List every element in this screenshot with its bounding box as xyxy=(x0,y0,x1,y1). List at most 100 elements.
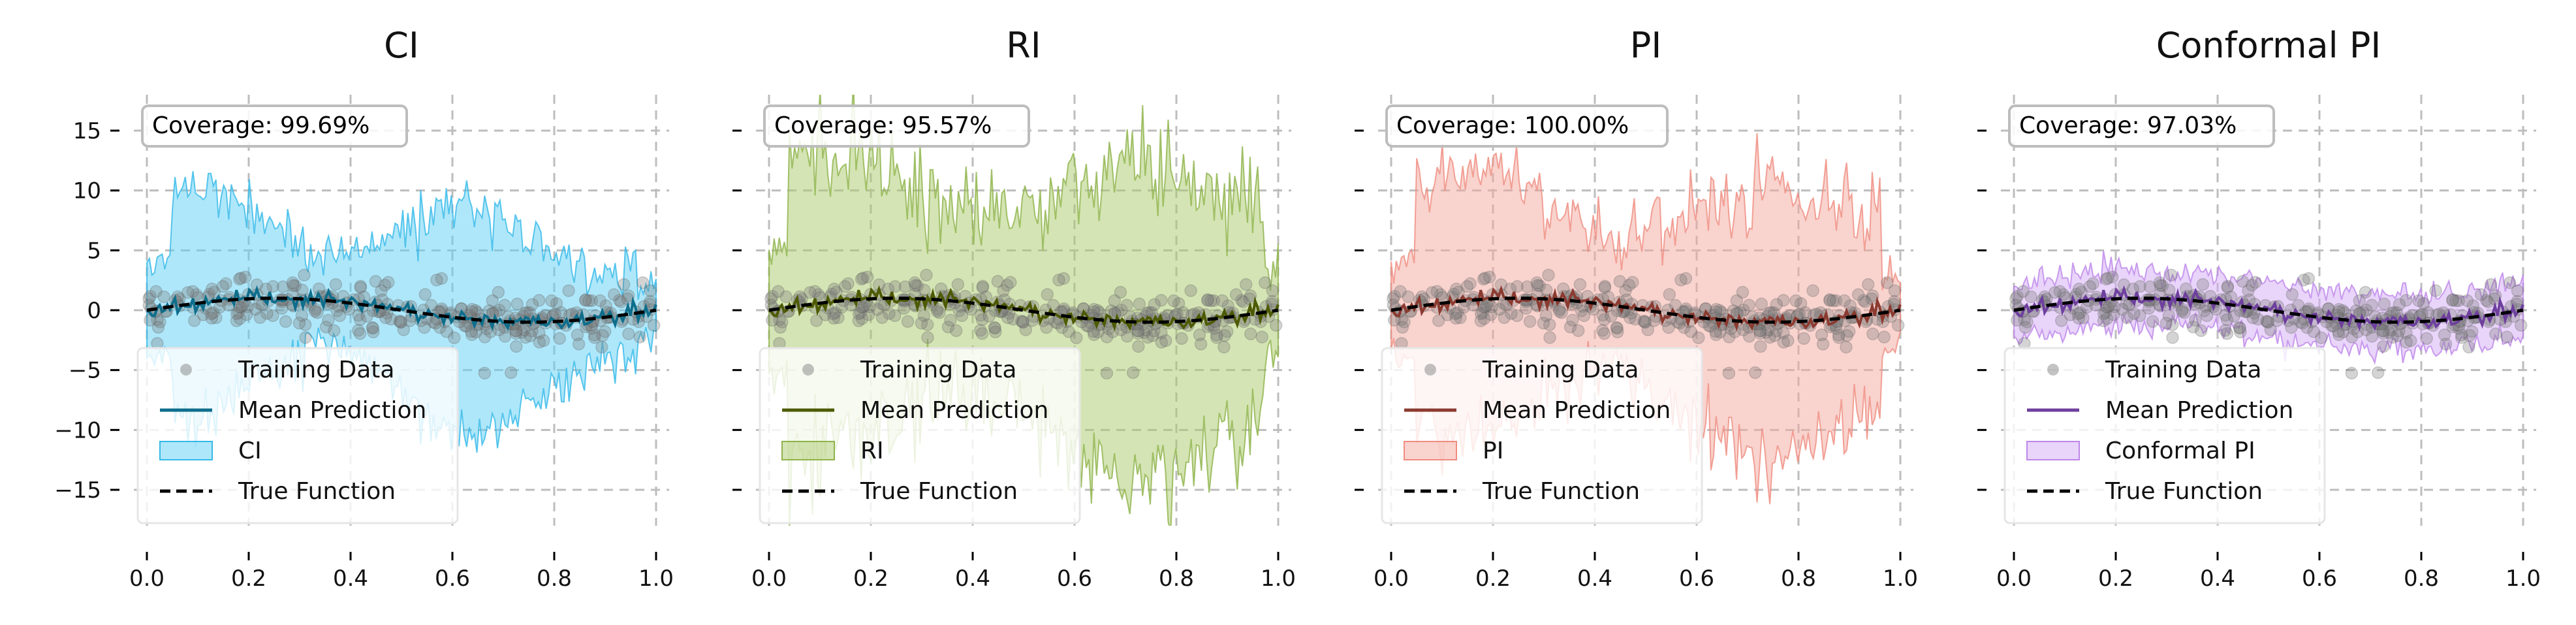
training-point xyxy=(296,283,309,296)
training-point xyxy=(2175,304,2189,318)
x-tick-label: 0.8 xyxy=(2404,566,2439,592)
training-point xyxy=(2511,284,2524,298)
training-point xyxy=(533,294,546,307)
training-point xyxy=(933,306,946,319)
training-point xyxy=(1737,304,1750,317)
training-point xyxy=(186,285,200,298)
training-point xyxy=(1710,328,1723,342)
training-point xyxy=(2489,327,2502,341)
training-point xyxy=(418,288,432,301)
training-point xyxy=(2345,366,2359,380)
training-point xyxy=(2245,278,2259,292)
training-point xyxy=(1511,280,1524,293)
training-point xyxy=(333,309,347,323)
training-point xyxy=(465,328,479,342)
training-point xyxy=(360,310,373,323)
training-point xyxy=(1207,294,1221,308)
training-point xyxy=(2481,295,2495,308)
training-point xyxy=(478,330,492,344)
coverage-box xyxy=(763,104,1030,148)
training-point xyxy=(1172,296,1186,310)
training-point xyxy=(2264,323,2278,336)
training-point xyxy=(2024,290,2037,304)
training-point xyxy=(779,290,793,304)
training-point xyxy=(2297,274,2310,287)
training-point xyxy=(596,329,609,342)
training-point xyxy=(1816,338,1830,351)
training-point xyxy=(647,319,661,332)
training-point xyxy=(1626,276,1639,289)
legend-label: True Function xyxy=(860,478,1018,505)
legend-label: Conformal PI xyxy=(2105,438,2255,464)
training-point xyxy=(644,284,657,298)
training-point xyxy=(921,331,934,344)
training-point xyxy=(2455,331,2468,344)
training-point xyxy=(1762,323,1775,336)
training-point xyxy=(918,283,931,296)
training-point xyxy=(898,302,911,315)
panel-4: Conformal PI 0.0 0.2 0.4 0.6 0.8 1.0 Coverage: … xyxy=(1977,25,2541,592)
training-point xyxy=(298,268,311,281)
training-point xyxy=(276,280,290,293)
training-point xyxy=(1398,315,1411,329)
training-point xyxy=(571,329,584,342)
training-point xyxy=(1220,325,1234,338)
training-point xyxy=(2463,329,2476,342)
training-point xyxy=(1255,330,1268,344)
training-point xyxy=(545,294,558,308)
training-point xyxy=(951,278,965,291)
coverage-box xyxy=(1385,104,1669,148)
training-point xyxy=(2116,302,2129,316)
training-point xyxy=(1777,327,1790,340)
training-point xyxy=(2360,304,2373,317)
training-point xyxy=(2349,304,2363,317)
training-point xyxy=(2429,284,2442,297)
training-point xyxy=(1722,366,1736,380)
legend-marker-training xyxy=(2047,364,2059,376)
training-point xyxy=(2378,297,2391,311)
training-point xyxy=(498,298,511,312)
training-point xyxy=(142,292,155,305)
chart-title: PI xyxy=(1630,25,1662,66)
training-point xyxy=(607,288,621,301)
training-point xyxy=(1619,284,1632,297)
training-point xyxy=(354,281,368,295)
training-point xyxy=(1777,294,1790,307)
training-point xyxy=(1857,294,1870,307)
training-point xyxy=(1114,323,1128,336)
training-point xyxy=(1133,297,1146,311)
coverage-box xyxy=(141,104,408,148)
training-point xyxy=(429,317,442,330)
training-point xyxy=(838,280,852,293)
legend-label: True Function xyxy=(238,478,396,505)
training-point xyxy=(319,320,333,334)
training-point xyxy=(1176,306,1190,319)
training-point xyxy=(1710,302,1723,316)
training-point xyxy=(1830,322,1843,335)
training-point xyxy=(883,307,896,320)
training-point xyxy=(1091,304,1105,317)
training-point xyxy=(920,268,933,281)
training-point xyxy=(828,306,842,319)
training-point xyxy=(2083,280,2097,293)
coverage-text: Coverage: 100.00% xyxy=(1396,112,1629,139)
training-point xyxy=(586,322,599,335)
uncertainty-band xyxy=(146,170,657,453)
training-point xyxy=(2385,323,2398,336)
training-point xyxy=(205,312,218,325)
training-point xyxy=(1052,274,1065,287)
training-point xyxy=(1888,284,1902,298)
training-point xyxy=(975,313,989,327)
training-point xyxy=(1639,315,1652,329)
training-point xyxy=(1434,288,1447,301)
training-point xyxy=(1236,295,1250,308)
training-point xyxy=(2017,285,2030,298)
training-point xyxy=(1610,321,1624,335)
x-tick-label: 0.8 xyxy=(1781,566,1816,592)
x-tick-label: 0.6 xyxy=(1057,566,1092,592)
training-point xyxy=(997,284,1010,297)
training-point xyxy=(1531,279,1545,292)
training-point xyxy=(1537,317,1550,330)
training-point xyxy=(1684,325,1697,338)
training-point xyxy=(216,280,230,293)
